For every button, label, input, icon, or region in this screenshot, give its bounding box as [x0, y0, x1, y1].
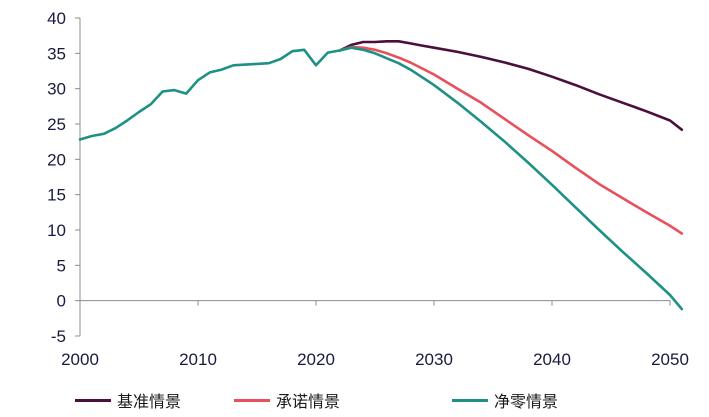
x-tick-label: 2020	[297, 350, 335, 369]
legend-label: 基准情景	[117, 392, 182, 411]
chart-series	[78, 40, 684, 311]
y-tick-label: 20	[47, 150, 66, 169]
y-tick-label: 30	[47, 80, 66, 99]
x-tick-label: 2050	[651, 350, 689, 369]
y-tick-label: -5	[51, 327, 66, 346]
x-tick-label: 2030	[415, 350, 453, 369]
legend-entry-net-zero: 净零情景	[452, 386, 558, 414]
x-tick-label: 2040	[533, 350, 571, 369]
y-tick-label: 5	[57, 256, 66, 275]
x-tick-label: 2010	[179, 350, 217, 369]
chart-legend: 基准情景 承诺情景 净零情景	[0, 386, 709, 414]
y-tick-label: 35	[47, 44, 66, 63]
y-tick-label: 10	[47, 221, 66, 240]
legend-swatch	[75, 398, 111, 402]
y-tick-label: 25	[47, 115, 66, 134]
legend-swatch	[234, 398, 270, 402]
y-tick-label: 40	[47, 9, 66, 28]
legend-entry-pledges: 承诺情景	[234, 386, 340, 414]
x-tick-label: 2000	[61, 350, 99, 369]
legend-entry-baseline: 基准情景	[75, 386, 181, 414]
series-line-baseline	[338, 40, 684, 131]
series-line-pledges	[338, 45, 684, 235]
legend-label: 承诺情景	[276, 392, 341, 411]
chart-axes: 40 35 30 25 20 15 10 5 0 -5 2000 2010 2020 2030 2040 20…	[47, 9, 689, 369]
y-tick-label: 0	[57, 292, 66, 311]
legend-label: 净零情景	[494, 392, 559, 411]
series-line-net-zero	[78, 46, 684, 311]
legend-swatch	[452, 398, 488, 402]
y-tick-label: 15	[47, 186, 66, 205]
